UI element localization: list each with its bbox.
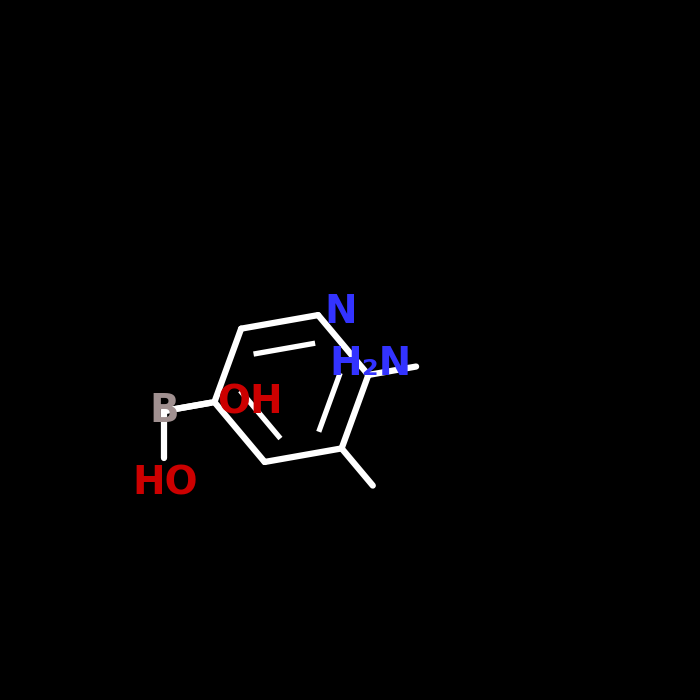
Text: B: B (149, 392, 178, 430)
Text: OH: OH (217, 384, 283, 422)
Text: N: N (325, 293, 357, 331)
Text: HO: HO (132, 465, 198, 503)
Text: H₂N: H₂N (330, 345, 412, 383)
